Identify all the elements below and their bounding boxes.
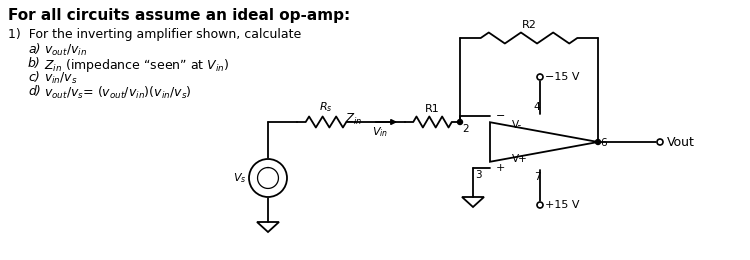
Text: $V_s$: $V_s$ bbox=[232, 171, 246, 185]
Text: $v_{out}/v_s$= ($v_{out}/v_{in}$)($v_{in}/v_s$): $v_{out}/v_s$= ($v_{out}/v_{in}$)($v_{in… bbox=[44, 85, 192, 101]
Text: R2: R2 bbox=[521, 20, 536, 30]
Text: 1)  For the inverting amplifier shown, calculate: 1) For the inverting amplifier shown, ca… bbox=[8, 28, 302, 41]
Text: $V_{in}$: $V_{in}$ bbox=[372, 125, 388, 139]
Text: d): d) bbox=[28, 85, 40, 98]
Text: −15 V: −15 V bbox=[545, 72, 580, 82]
Text: 4: 4 bbox=[534, 102, 540, 112]
Circle shape bbox=[458, 120, 463, 125]
Text: a): a) bbox=[28, 43, 40, 56]
Text: $Z_{in}$: $Z_{in}$ bbox=[345, 112, 362, 127]
Circle shape bbox=[537, 74, 543, 80]
Circle shape bbox=[596, 140, 601, 145]
Text: Vout: Vout bbox=[667, 135, 694, 148]
Text: $v_{out}/v_{in}$: $v_{out}/v_{in}$ bbox=[44, 43, 87, 58]
Circle shape bbox=[657, 139, 663, 145]
Text: −: − bbox=[496, 111, 506, 121]
Text: R1: R1 bbox=[425, 104, 439, 114]
Circle shape bbox=[249, 159, 287, 197]
Text: 6: 6 bbox=[600, 138, 607, 148]
Text: b): b) bbox=[28, 57, 40, 70]
Text: V+: V+ bbox=[512, 154, 528, 164]
Circle shape bbox=[537, 202, 543, 208]
Text: V-: V- bbox=[512, 120, 522, 130]
Text: $v_{in}/v_s$: $v_{in}/v_s$ bbox=[44, 71, 78, 86]
Text: 7: 7 bbox=[534, 172, 540, 182]
Text: For all circuits assume an ideal op-amp:: For all circuits assume an ideal op-amp: bbox=[8, 8, 350, 23]
Text: $Z_{in}$ (impedance “seen” at $V_{in}$): $Z_{in}$ (impedance “seen” at $V_{in}$) bbox=[44, 57, 230, 74]
Text: +: + bbox=[496, 163, 506, 173]
Text: 2: 2 bbox=[462, 124, 469, 134]
Text: c): c) bbox=[28, 71, 40, 84]
Text: 3: 3 bbox=[475, 170, 482, 180]
Text: +15 V: +15 V bbox=[545, 200, 580, 210]
Text: $R_s$: $R_s$ bbox=[320, 100, 333, 114]
